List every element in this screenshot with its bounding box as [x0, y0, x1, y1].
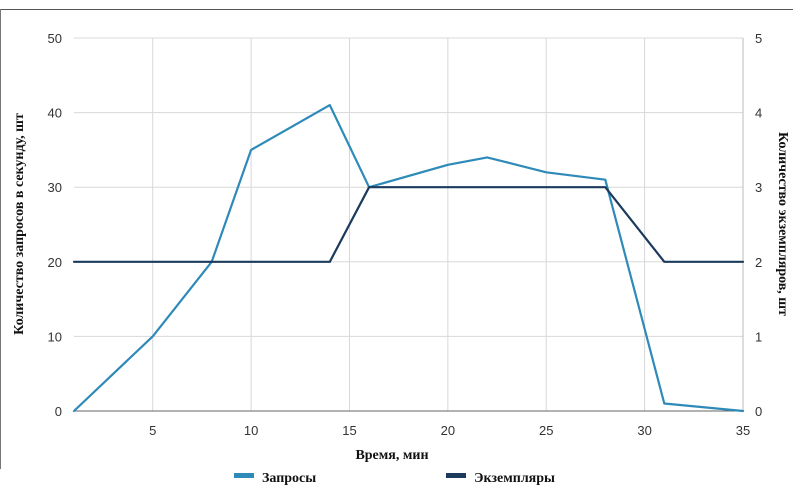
y-left-tick-label: 20 — [48, 255, 62, 270]
legend-swatch-requests — [234, 473, 254, 478]
y-left-tick-label: 40 — [48, 106, 62, 121]
y-right-tick-label: 1 — [755, 329, 762, 344]
x-tick-label: 5 — [149, 423, 156, 438]
x-axis-title: Время, мин — [355, 448, 428, 463]
y-right-tick-label: 2 — [755, 255, 762, 270]
y-right-tick-label: 3 — [755, 180, 762, 195]
legend-item-instances: Экземпляры — [446, 471, 555, 486]
y-left-tick-label: 10 — [48, 329, 62, 344]
x-tick-label: 10 — [244, 423, 258, 438]
y-axis-right-title: Количество экземпляров, шт — [775, 132, 790, 316]
y-axis-left-title: Количество запросов в секунду, шт — [12, 113, 27, 335]
legend: Запросы Экземпляры — [234, 471, 555, 486]
x-tick-label: 20 — [441, 423, 455, 438]
legend-label-requests: Запросы — [262, 471, 316, 486]
series-line-requests — [72, 103, 745, 413]
legend-item-requests: Запросы — [234, 471, 316, 486]
y-right-tick-label: 0 — [755, 404, 762, 419]
tick-labels: 0 10 20 30 40 50 0 1 2 3 4 5 5 10 15 20 25 30 35 — [48, 31, 763, 438]
grid-lines — [74, 37, 743, 411]
y-right-tick-label: 4 — [755, 106, 762, 121]
axes — [74, 38, 744, 412]
x-tick-label: 35 — [736, 423, 750, 438]
x-tick-label: 15 — [342, 423, 356, 438]
y-right-tick-label: 5 — [755, 31, 762, 46]
frame-left-border — [0, 9, 1, 469]
x-tick-label: 25 — [539, 423, 553, 438]
y-left-tick-label: 0 — [55, 404, 62, 419]
y-left-tick-label: 50 — [48, 31, 62, 46]
x-tick-label: 30 — [637, 423, 651, 438]
legend-label-instances: Экземпляры — [474, 471, 555, 486]
y-left-tick-label: 30 — [48, 180, 62, 195]
frame-top-border — [0, 9, 793, 10]
series-line-instances — [72, 186, 745, 263]
legend-swatch-instances — [446, 473, 466, 478]
series-group — [72, 103, 745, 413]
